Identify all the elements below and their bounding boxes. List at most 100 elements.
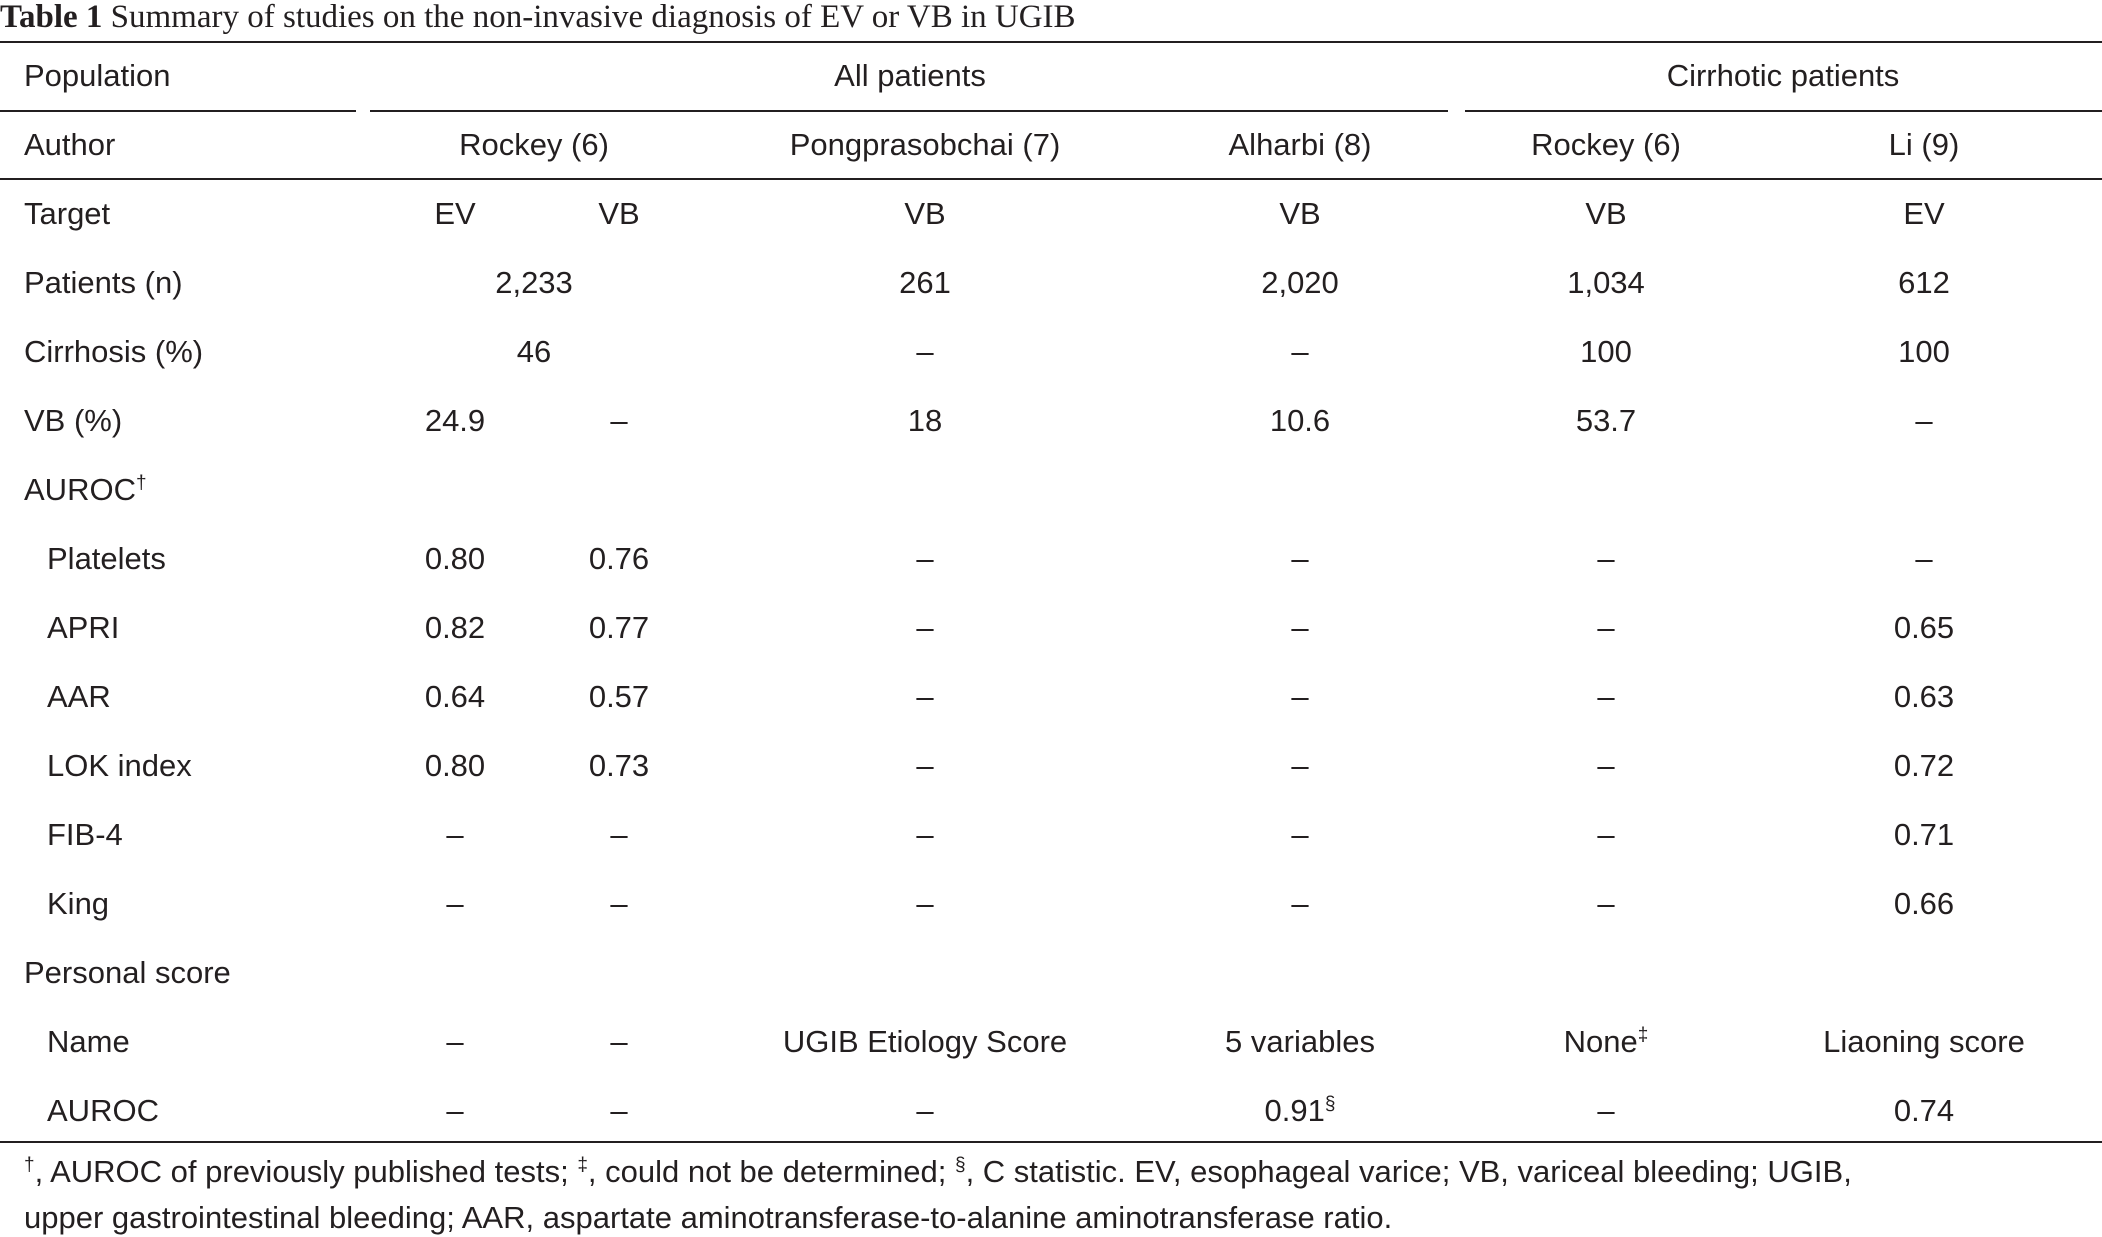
- table-cell: –: [1597, 1093, 1615, 1128]
- table-cell: –: [1915, 403, 1933, 438]
- footnote-line-2: upper gastrointestinal bleeding; AAR, as…: [24, 1200, 1393, 1235]
- table-cell: –: [916, 886, 934, 921]
- table-caption: Table 1 Summary of studies on the non-in…: [0, 0, 1076, 34]
- table-cell: –: [1597, 886, 1615, 921]
- row-label-lok-index: LOK index: [47, 748, 192, 783]
- footnote-double-dagger-text: , could not be determined;: [587, 1154, 955, 1189]
- footnote-line-1: †, AUROC of previously published tests; …: [24, 1154, 1852, 1190]
- table-cell: 100: [1580, 334, 1632, 369]
- table-cell: –: [1291, 817, 1309, 852]
- cirrhotic-patients-underline: [1465, 110, 2102, 112]
- population-underline: [0, 110, 356, 112]
- table-cell: –: [446, 817, 464, 852]
- footnote-section-text: , C statistic. EV, esophageal varice; VB…: [965, 1154, 1852, 1189]
- table-cell: 24.9: [424, 403, 486, 438]
- table-cell: –: [610, 817, 628, 852]
- table-cell: –: [1597, 817, 1615, 852]
- table-cell: –: [610, 1024, 628, 1059]
- author-header: Author: [24, 127, 116, 162]
- row-label-auroc: AUROC: [47, 1093, 159, 1128]
- table-cell: –: [916, 748, 934, 783]
- table-cell: –: [610, 1093, 628, 1128]
- table-cell: –: [916, 817, 934, 852]
- row-label-vb: VB (%): [24, 403, 123, 438]
- table-cell: 2,233: [495, 265, 573, 300]
- table-cell: –: [1291, 679, 1309, 714]
- table-cell: 100: [1898, 334, 1950, 369]
- table-cell: 46: [516, 334, 552, 369]
- table-cell: 0.73: [588, 748, 650, 783]
- row-label-aar: AAR: [47, 679, 111, 714]
- row-label-patients: Patients (n): [24, 265, 183, 300]
- table-cell: 0.72: [1893, 748, 1955, 783]
- row-label-target: Target: [24, 196, 111, 231]
- top-rule: [0, 41, 2102, 43]
- cirrhotic-patients-header: Cirrhotic patients: [1666, 58, 1900, 93]
- table-cell: 0.77: [588, 610, 650, 645]
- table-cell: 0.71: [1893, 817, 1955, 852]
- table-cell: –: [446, 1024, 464, 1059]
- table-bottom-rule: [0, 1141, 2102, 1143]
- table-cell: 0.63: [1893, 679, 1955, 714]
- table-cell: –: [916, 541, 934, 576]
- row-label-auroc-section: AUROC†: [24, 472, 147, 508]
- table-cell: 0.80: [424, 541, 486, 576]
- table-cell: –: [1597, 679, 1615, 714]
- row-label-fib4: FIB-4: [47, 817, 123, 852]
- table-cell: –: [610, 886, 628, 921]
- table-cell: –: [446, 886, 464, 921]
- row-label-cirrhosis: Cirrhosis (%): [24, 334, 204, 369]
- table-cell: –: [1291, 748, 1309, 783]
- author-pongprasobchai: Pongprasobchai (7): [789, 127, 1061, 162]
- c-statistic-value: 0.91: [1264, 1093, 1325, 1128]
- table-cell: –: [1291, 610, 1309, 645]
- table-cell: UGIB Etiology Score: [782, 1024, 1068, 1059]
- table-cell: EV: [434, 196, 476, 231]
- table-cell: 0.82: [424, 610, 486, 645]
- footnote-dagger: †: [24, 1154, 35, 1176]
- table-cell: VB: [1279, 196, 1321, 231]
- table-cell: –: [446, 1093, 464, 1128]
- footnote-dagger-text: , AUROC of previously published tests;: [34, 1154, 578, 1189]
- header-bottom-rule: [0, 178, 2102, 180]
- table-label: Table 1: [0, 0, 103, 35]
- table-cell: 5 variables: [1225, 1024, 1375, 1059]
- table-cell: 0.74: [1893, 1093, 1955, 1128]
- table-title: Summary of studies on the non-invasive d…: [110, 0, 1076, 35]
- table-cell: 0.64: [424, 679, 486, 714]
- dagger-mark: †: [135, 472, 147, 494]
- table-cell: 612: [1898, 265, 1950, 300]
- double-dagger-mark: ‡: [1637, 1024, 1649, 1046]
- section-mark: §: [1324, 1093, 1336, 1115]
- table-cell: –: [916, 610, 934, 645]
- table-cell: 2,020: [1261, 265, 1339, 300]
- table-cell-c-statistic: 0.91§: [1265, 1093, 1336, 1129]
- table-cell: –: [916, 1093, 934, 1128]
- table-cell: 18: [907, 403, 943, 438]
- auroc-section-label: AUROC: [24, 472, 136, 507]
- table-cell: –: [1915, 541, 1933, 576]
- table-cell: –: [1597, 748, 1615, 783]
- table-cell: –: [916, 679, 934, 714]
- author-rockey-all: Rockey (6): [459, 127, 609, 162]
- table-cell: 1,034: [1567, 265, 1645, 300]
- table-cell: 0.65: [1893, 610, 1955, 645]
- all-patients-underline: [370, 110, 1448, 112]
- table-cell: 261: [899, 265, 951, 300]
- table-cell: VB: [904, 196, 946, 231]
- row-label-platelets: Platelets: [47, 541, 166, 576]
- table-cell: –: [916, 334, 934, 369]
- author-li: Li (9): [1888, 127, 1960, 162]
- table-cell-none: None‡: [1564, 1024, 1649, 1060]
- table-cell: 53.7: [1575, 403, 1637, 438]
- table-cell: –: [1597, 610, 1615, 645]
- table-cell: –: [610, 403, 628, 438]
- table-cell: –: [1291, 886, 1309, 921]
- population-header: Population: [24, 58, 171, 93]
- table-cell: 0.57: [588, 679, 650, 714]
- row-label-king: King: [47, 886, 110, 921]
- table-cell: –: [1597, 541, 1615, 576]
- none-value: None: [1563, 1024, 1638, 1059]
- row-label-apri: APRI: [47, 610, 120, 645]
- table-cell: –: [1291, 541, 1309, 576]
